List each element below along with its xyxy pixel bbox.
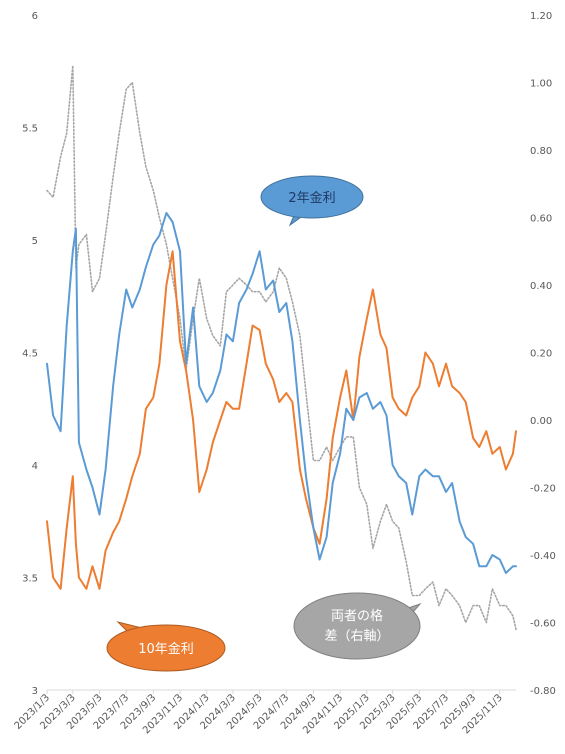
right-y-axis: -0.80 -0.60 -0.40 -0.20 0.00 0.20 0.40 0.60 0.80… xyxy=(530,11,556,697)
left-y-tick-label: 4 xyxy=(32,461,38,472)
callout-bubble xyxy=(106,624,226,672)
right-y-tick-label: -0.60 xyxy=(530,619,556,630)
callout-two-year: 2年金利 xyxy=(260,175,364,227)
callout-bubble xyxy=(293,592,421,660)
callout-label-line1: 両者の格 xyxy=(331,608,383,624)
right-y-tick-label: 0.00 xyxy=(530,416,552,427)
series-line-two-year xyxy=(46,212,517,574)
series-line-spread xyxy=(46,64,517,631)
right-y-tick-label: 0.20 xyxy=(530,349,552,360)
callout-label: 10年金利 xyxy=(138,641,194,657)
series-line-ten-year xyxy=(46,250,517,590)
left-y-tick-label: 4.5 xyxy=(22,349,38,360)
left-y-axis: 3 3.5 4 4.5 5 5.5 6 xyxy=(22,11,38,697)
series-layer xyxy=(46,64,517,631)
callout-label: 2年金利 xyxy=(288,190,335,206)
left-y-tick-label: 6 xyxy=(32,11,38,22)
callout-ten-year: 10年金利 xyxy=(106,621,226,672)
right-y-tick-label: 1.00 xyxy=(530,79,552,90)
right-y-tick-label: -0.40 xyxy=(530,551,556,562)
left-y-tick-label: 3.5 xyxy=(22,574,38,585)
right-y-tick-label: 0.60 xyxy=(530,214,552,225)
callout-bubble xyxy=(260,175,364,219)
right-y-tick-label: 0.40 xyxy=(530,281,552,292)
left-y-tick-label: 5.5 xyxy=(22,124,38,135)
right-y-tick-label: -0.20 xyxy=(530,484,556,495)
right-y-tick-label: 1.20 xyxy=(530,11,552,22)
callout-label-line2: 差（右軸） xyxy=(324,629,389,644)
left-y-tick-label: 3 xyxy=(32,686,38,697)
right-y-tick-label: -0.80 xyxy=(530,686,556,697)
left-y-tick-label: 5 xyxy=(32,236,38,247)
right-y-tick-label: 0.80 xyxy=(530,146,552,157)
